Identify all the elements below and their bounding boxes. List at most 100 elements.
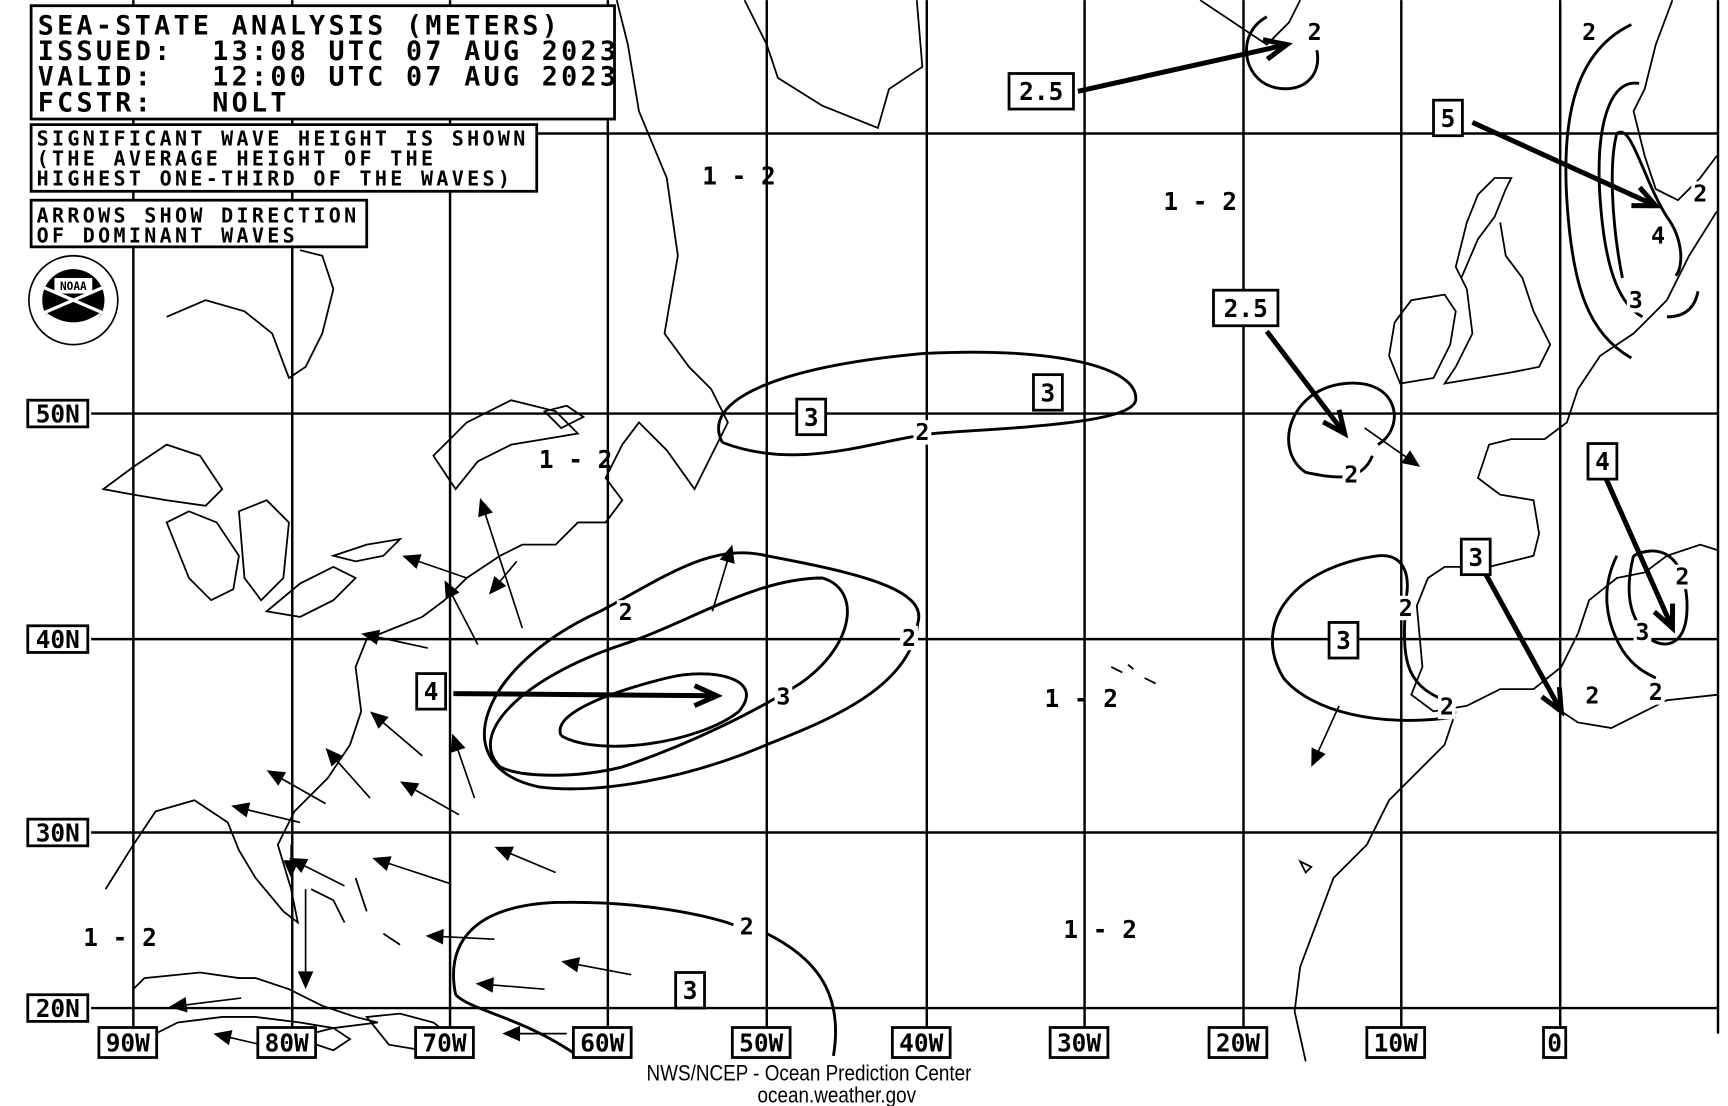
- contour-line: [1597, 81, 1644, 319]
- coastline: [432, 399, 580, 491]
- footer-agency: NWS/NCEP - Ocean Prediction Center: [647, 1061, 972, 1086]
- wave-direction-arrow: [561, 957, 632, 976]
- contour-value-label: 2: [915, 418, 929, 446]
- arrow-head: [475, 977, 494, 993]
- contour-line: [488, 576, 849, 777]
- longitude-label-frame: [414, 1026, 475, 1059]
- max-wave-height-box-frame: [1459, 537, 1492, 577]
- contour-value-label: 2: [619, 598, 633, 626]
- arrow-head: [361, 629, 381, 645]
- wave-direction-arrow: [711, 544, 735, 612]
- note-line: HIGHEST ONE-THIRD OF THE WAVES): [37, 167, 514, 191]
- wave-direction-arrow: [1603, 476, 1676, 634]
- arrows-note: ARROWS SHOW DIRECTION OF DOMINANT WAVES: [29, 198, 369, 249]
- wave-height-range-label: 1 - 2: [1163, 187, 1237, 216]
- forecaster: FCSTR: NOLT: [38, 87, 290, 118]
- arrow-head: [1262, 37, 1293, 62]
- coastline: [1110, 663, 1313, 874]
- latitude-label-frame: [26, 993, 90, 1023]
- longitude-label-frame: [1048, 1026, 1110, 1059]
- footer-website[interactable]: ocean.weather.gov: [758, 1083, 917, 1106]
- contour-value-label: 2: [1675, 563, 1689, 591]
- wave-direction-arrow: [1364, 427, 1421, 467]
- max-wave-height-box-frame: [674, 971, 706, 1010]
- contour-value-label: 2: [1440, 693, 1454, 721]
- coastline: [310, 877, 401, 946]
- longitude-label-frame: [256, 1026, 317, 1059]
- contour-line: [1605, 555, 1657, 680]
- longitude-label-frame: [97, 1026, 159, 1059]
- max-wave-height-box: 5: [1441, 104, 1456, 133]
- contour-line: [1564, 23, 1633, 360]
- arrow-head: [297, 971, 314, 990]
- coastline: [1388, 293, 1457, 385]
- coastline: [101, 443, 224, 507]
- contour-value-label: 2: [740, 913, 754, 941]
- wave-direction-arrow: [370, 711, 423, 757]
- wave-direction-arrow: [297, 889, 314, 990]
- coastline: [542, 404, 586, 430]
- arrow-head: [502, 1025, 521, 1042]
- arrow-head: [266, 770, 287, 786]
- wave-height-range-label: 1 - 2: [1063, 915, 1137, 944]
- arrow-head: [693, 683, 723, 708]
- contour-value-label: 2: [1693, 179, 1707, 207]
- coastline: [1199, 0, 1301, 46]
- contour-line: [1245, 15, 1320, 91]
- arrow-head: [425, 928, 444, 945]
- wave-direction-arrow: [488, 560, 518, 595]
- arrow-head: [1652, 603, 1676, 634]
- wave-direction-arrow: [1264, 329, 1349, 439]
- note-line: SIGNIFICANT WAVE HEIGHT IS SHOWN: [37, 127, 529, 151]
- wave-direction-arrow: [402, 554, 467, 579]
- arrow-head: [213, 1030, 233, 1046]
- max-wave-height-box: 3: [683, 976, 698, 1005]
- longitude-label: 30W: [1057, 1028, 1101, 1057]
- wave-direction-arrow: [168, 997, 242, 1013]
- longitude-label: 60W: [580, 1028, 624, 1057]
- arrow-head: [400, 781, 420, 797]
- max-wave-height-box: 3: [1468, 543, 1483, 572]
- wave-direction-arrow: [283, 844, 299, 879]
- latitude-label: 20N: [36, 994, 80, 1023]
- contour-value-label: 2: [1308, 18, 1322, 46]
- arrow-head: [1322, 409, 1349, 439]
- contour-value-label: 3: [1629, 286, 1643, 314]
- coastline: [237, 499, 290, 602]
- contour-value-label: 2: [1585, 682, 1599, 710]
- max-wave-height-box: 2.5: [1224, 294, 1268, 323]
- chart-title: SEA-STATE ANALYSIS (METERS): [38, 11, 561, 42]
- latitude-label: 40N: [36, 625, 80, 654]
- longitude-label: 20W: [1216, 1028, 1260, 1057]
- contour-value-label: 2: [1344, 460, 1358, 488]
- issued-time: ISSUED: 13:08 UTC 07 AUG 2023: [38, 36, 619, 67]
- contour-line: [1271, 554, 1456, 722]
- wave-direction-arrow: [231, 802, 301, 824]
- wave-direction-arrow: [444, 580, 479, 646]
- wave-direction-arrow: [502, 1025, 567, 1042]
- arrow-head: [719, 544, 735, 564]
- coastline: [132, 971, 379, 1035]
- logo-text: NOAA: [60, 280, 87, 293]
- wave-direction-arrow: [478, 497, 524, 629]
- arrow-head: [444, 580, 460, 600]
- wave-direction-arrow: [213, 1030, 262, 1046]
- longitude-label: 90W: [106, 1028, 150, 1057]
- latitude-label: 30N: [36, 818, 80, 847]
- contour-value-label: 2: [902, 624, 916, 652]
- arrow-head: [450, 733, 466, 753]
- coastline: [1410, 210, 1719, 713]
- arrow-head: [370, 711, 389, 729]
- longitude-label: 50W: [739, 1028, 783, 1057]
- max-wave-height-box: 3: [1041, 378, 1056, 407]
- contour-value-label: 3: [1635, 618, 1649, 646]
- arrow-head: [488, 576, 507, 595]
- note-line: (THE AVERAGE HEIGHT OF THE: [37, 147, 437, 171]
- contour-value-label: 2: [1582, 18, 1596, 46]
- wave-direction-arrow: [266, 770, 327, 805]
- contour-value-label: 2: [1649, 678, 1663, 706]
- arrow-head: [1401, 450, 1421, 467]
- longitude-label-frame: [1365, 1026, 1427, 1059]
- max-wave-height-box-frame: [1007, 72, 1075, 111]
